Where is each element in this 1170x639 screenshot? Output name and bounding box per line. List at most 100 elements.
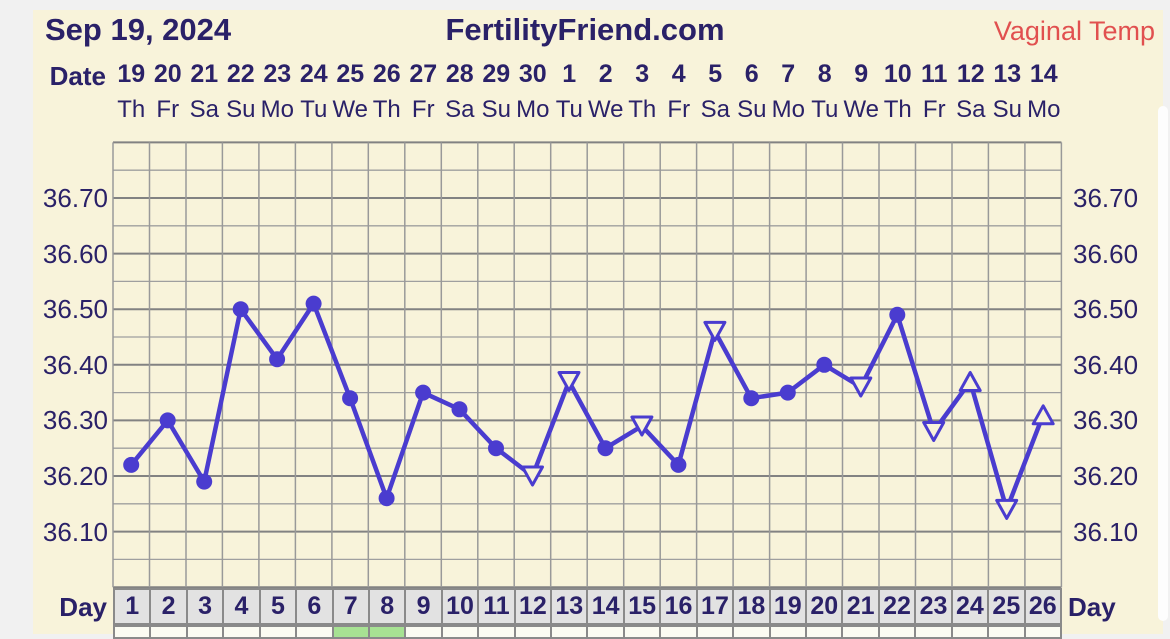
day-cell[interactable]: 20 <box>805 588 844 625</box>
y-tick-left: 36.10 <box>42 516 108 547</box>
day-cell[interactable]: 6 <box>295 588 334 625</box>
day-cell[interactable]: 18 <box>732 588 771 625</box>
temp-point-circle[interactable] <box>232 301 249 318</box>
date-cell: 2 <box>598 60 613 88</box>
weekday-cell: Tu <box>300 96 328 123</box>
day-cell[interactable]: 2 <box>149 588 188 625</box>
day-cell[interactable]: 26 <box>1023 588 1062 625</box>
date-cell: 14 <box>1029 60 1058 88</box>
date-cell: 22 <box>226 60 255 88</box>
indicator-cell <box>586 625 625 639</box>
date-cell: 27 <box>409 60 438 88</box>
temp-line <box>128 301 1046 512</box>
day-cell[interactable]: 14 <box>586 588 625 625</box>
day-cell[interactable]: 24 <box>950 588 990 625</box>
weekday-cell: Mo <box>1027 96 1061 123</box>
temp-point-circle[interactable] <box>342 390 359 407</box>
temp-point-triangle-down[interactable] <box>995 498 1019 520</box>
temp-point-circle[interactable] <box>305 295 322 312</box>
y-tick-right: 36.70 <box>1073 183 1139 213</box>
weekday-cell: Sa <box>700 96 730 123</box>
date-cell: 8 <box>817 60 832 88</box>
temp-point-circle[interactable] <box>816 356 833 373</box>
day-cell[interactable]: 1 <box>113 588 152 625</box>
temp-point-triangle-up[interactable] <box>1031 404 1055 426</box>
day-cell[interactable]: 25 <box>987 588 1026 625</box>
weekday-cell: Sa <box>445 96 475 123</box>
temp-point-circle[interactable] <box>889 306 906 323</box>
indicator-cell <box>550 625 589 639</box>
indicator-cell <box>659 625 698 639</box>
indicator-cell <box>732 625 771 639</box>
indicator-cell <box>768 625 808 639</box>
date-cell: 12 <box>956 60 985 88</box>
indicator-cell <box>841 625 880 639</box>
day-cell[interactable]: 7 <box>331 588 370 625</box>
fertility-indicator-row <box>113 625 1062 639</box>
indicator-cell <box>877 625 917 639</box>
day-cell[interactable]: 16 <box>659 588 698 625</box>
temp-point-circle[interactable] <box>451 401 468 418</box>
temp-point-triangle-down[interactable] <box>703 320 727 342</box>
temp-point-circle[interactable] <box>123 456 140 473</box>
day-cell[interactable]: 8 <box>367 588 407 625</box>
temp-point-triangle-down[interactable] <box>521 465 544 487</box>
temp-point-triangle-up[interactable] <box>958 371 982 392</box>
temp-point-circle[interactable] <box>196 473 213 490</box>
weekday-cell: Th <box>628 96 657 123</box>
date-cell: 19 <box>117 60 146 88</box>
y-tick-right: 36.60 <box>1073 238 1139 269</box>
day-cell[interactable]: 13 <box>550 588 589 625</box>
y-tick-right: 36.20 <box>1073 461 1139 491</box>
day-cell[interactable]: 10 <box>440 588 480 625</box>
day-cell[interactable]: 4 <box>222 588 261 625</box>
temp-point-circle[interactable] <box>743 390 760 407</box>
date-cell: 25 <box>336 60 365 88</box>
day-cell[interactable]: 19 <box>768 588 808 625</box>
indicator-cell <box>950 625 990 639</box>
y-tick-left: 36.60 <box>42 238 108 269</box>
date-cell: 4 <box>671 60 686 88</box>
day-cell[interactable]: 5 <box>258 588 298 625</box>
indicator-cell <box>513 625 553 639</box>
indicator-cell <box>295 625 334 639</box>
day-cell[interactable]: 12 <box>513 588 553 625</box>
indicator-cell <box>404 625 443 639</box>
date-cell: 24 <box>299 60 328 88</box>
day-cell[interactable]: 3 <box>185 588 225 625</box>
indicator-cell <box>149 625 188 639</box>
temp-point-circle[interactable] <box>597 440 614 457</box>
y-tick-right: 36.40 <box>1073 349 1139 380</box>
day-cell[interactable]: 11 <box>477 588 516 625</box>
temp-point-circle[interactable] <box>670 456 687 473</box>
weekday-cell: Th <box>117 96 146 123</box>
weekday-cell: We <box>332 96 369 123</box>
temp-point-triangle-down[interactable] <box>557 371 581 392</box>
day-cell[interactable]: 22 <box>877 588 917 625</box>
scrollbar-thumb[interactable] <box>1158 106 1168 621</box>
y-tick-right: 36.10 <box>1073 516 1139 547</box>
temp-point-circle[interactable] <box>159 412 176 429</box>
date-cell: 10 <box>883 60 912 88</box>
temp-mode-label: Vaginal Temp <box>993 16 1155 46</box>
weekday-cell: Mo <box>516 96 550 123</box>
day-cell[interactable]: 15 <box>622 588 662 625</box>
temp-point-triangle-down[interactable] <box>630 415 654 437</box>
weekday-cell: Sa <box>956 96 986 123</box>
day-cell[interactable]: 9 <box>404 588 443 625</box>
temp-point-circle[interactable] <box>378 490 395 507</box>
date-cell: 29 <box>482 60 511 88</box>
date-row: 19 20 21 22 23 24 25 26 27 28 29 30 1 2 3 4 5 6 7 8 9 10 11 12 1… <box>113 59 1062 91</box>
day-cell[interactable]: 21 <box>841 588 880 625</box>
day-cell[interactable]: 17 <box>695 588 735 625</box>
day-cell[interactable]: 23 <box>914 588 953 625</box>
temp-point-triangle-down[interactable] <box>922 421 946 442</box>
temp-point-circle[interactable] <box>415 384 432 401</box>
weekday-cell: Mo <box>771 96 805 123</box>
temp-point-circle[interactable] <box>488 440 504 457</box>
temp-point-triangle-down[interactable] <box>849 376 873 398</box>
temp-point-circle[interactable] <box>269 351 286 368</box>
brand-title: FertilityFriend.com <box>445 12 725 47</box>
temp-point-circle[interactable] <box>779 384 796 401</box>
